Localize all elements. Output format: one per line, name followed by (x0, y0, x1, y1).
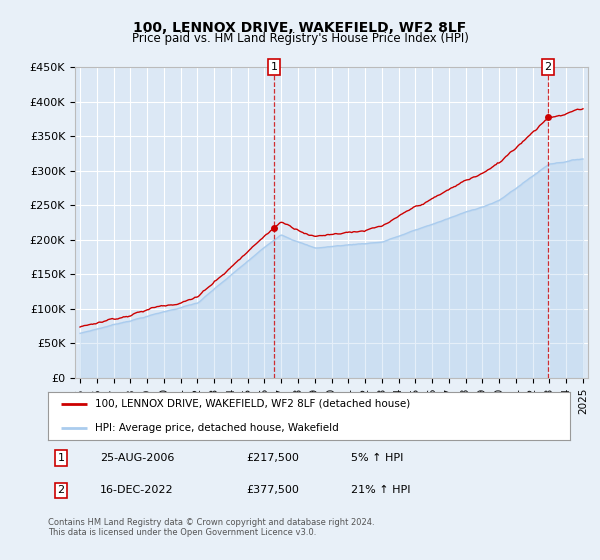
Text: 25-AUG-2006: 25-AUG-2006 (100, 453, 175, 463)
Text: 5% ↑ HPI: 5% ↑ HPI (351, 453, 403, 463)
Text: 1: 1 (58, 453, 65, 463)
Text: Price paid vs. HM Land Registry's House Price Index (HPI): Price paid vs. HM Land Registry's House … (131, 32, 469, 45)
Text: £217,500: £217,500 (247, 453, 299, 463)
Text: 16-DEC-2022: 16-DEC-2022 (100, 486, 174, 495)
Text: 100, LENNOX DRIVE, WAKEFIELD, WF2 8LF (detached house): 100, LENNOX DRIVE, WAKEFIELD, WF2 8LF (d… (95, 399, 410, 409)
Text: Contains HM Land Registry data © Crown copyright and database right 2024.
This d: Contains HM Land Registry data © Crown c… (48, 518, 374, 538)
Text: 1: 1 (271, 62, 278, 72)
Text: HPI: Average price, detached house, Wakefield: HPI: Average price, detached house, Wake… (95, 423, 339, 433)
Text: 21% ↑ HPI: 21% ↑ HPI (351, 486, 410, 495)
Text: 2: 2 (544, 62, 551, 72)
Text: 2: 2 (58, 486, 65, 495)
Text: £377,500: £377,500 (247, 486, 299, 495)
Text: 100, LENNOX DRIVE, WAKEFIELD, WF2 8LF: 100, LENNOX DRIVE, WAKEFIELD, WF2 8LF (133, 21, 467, 35)
